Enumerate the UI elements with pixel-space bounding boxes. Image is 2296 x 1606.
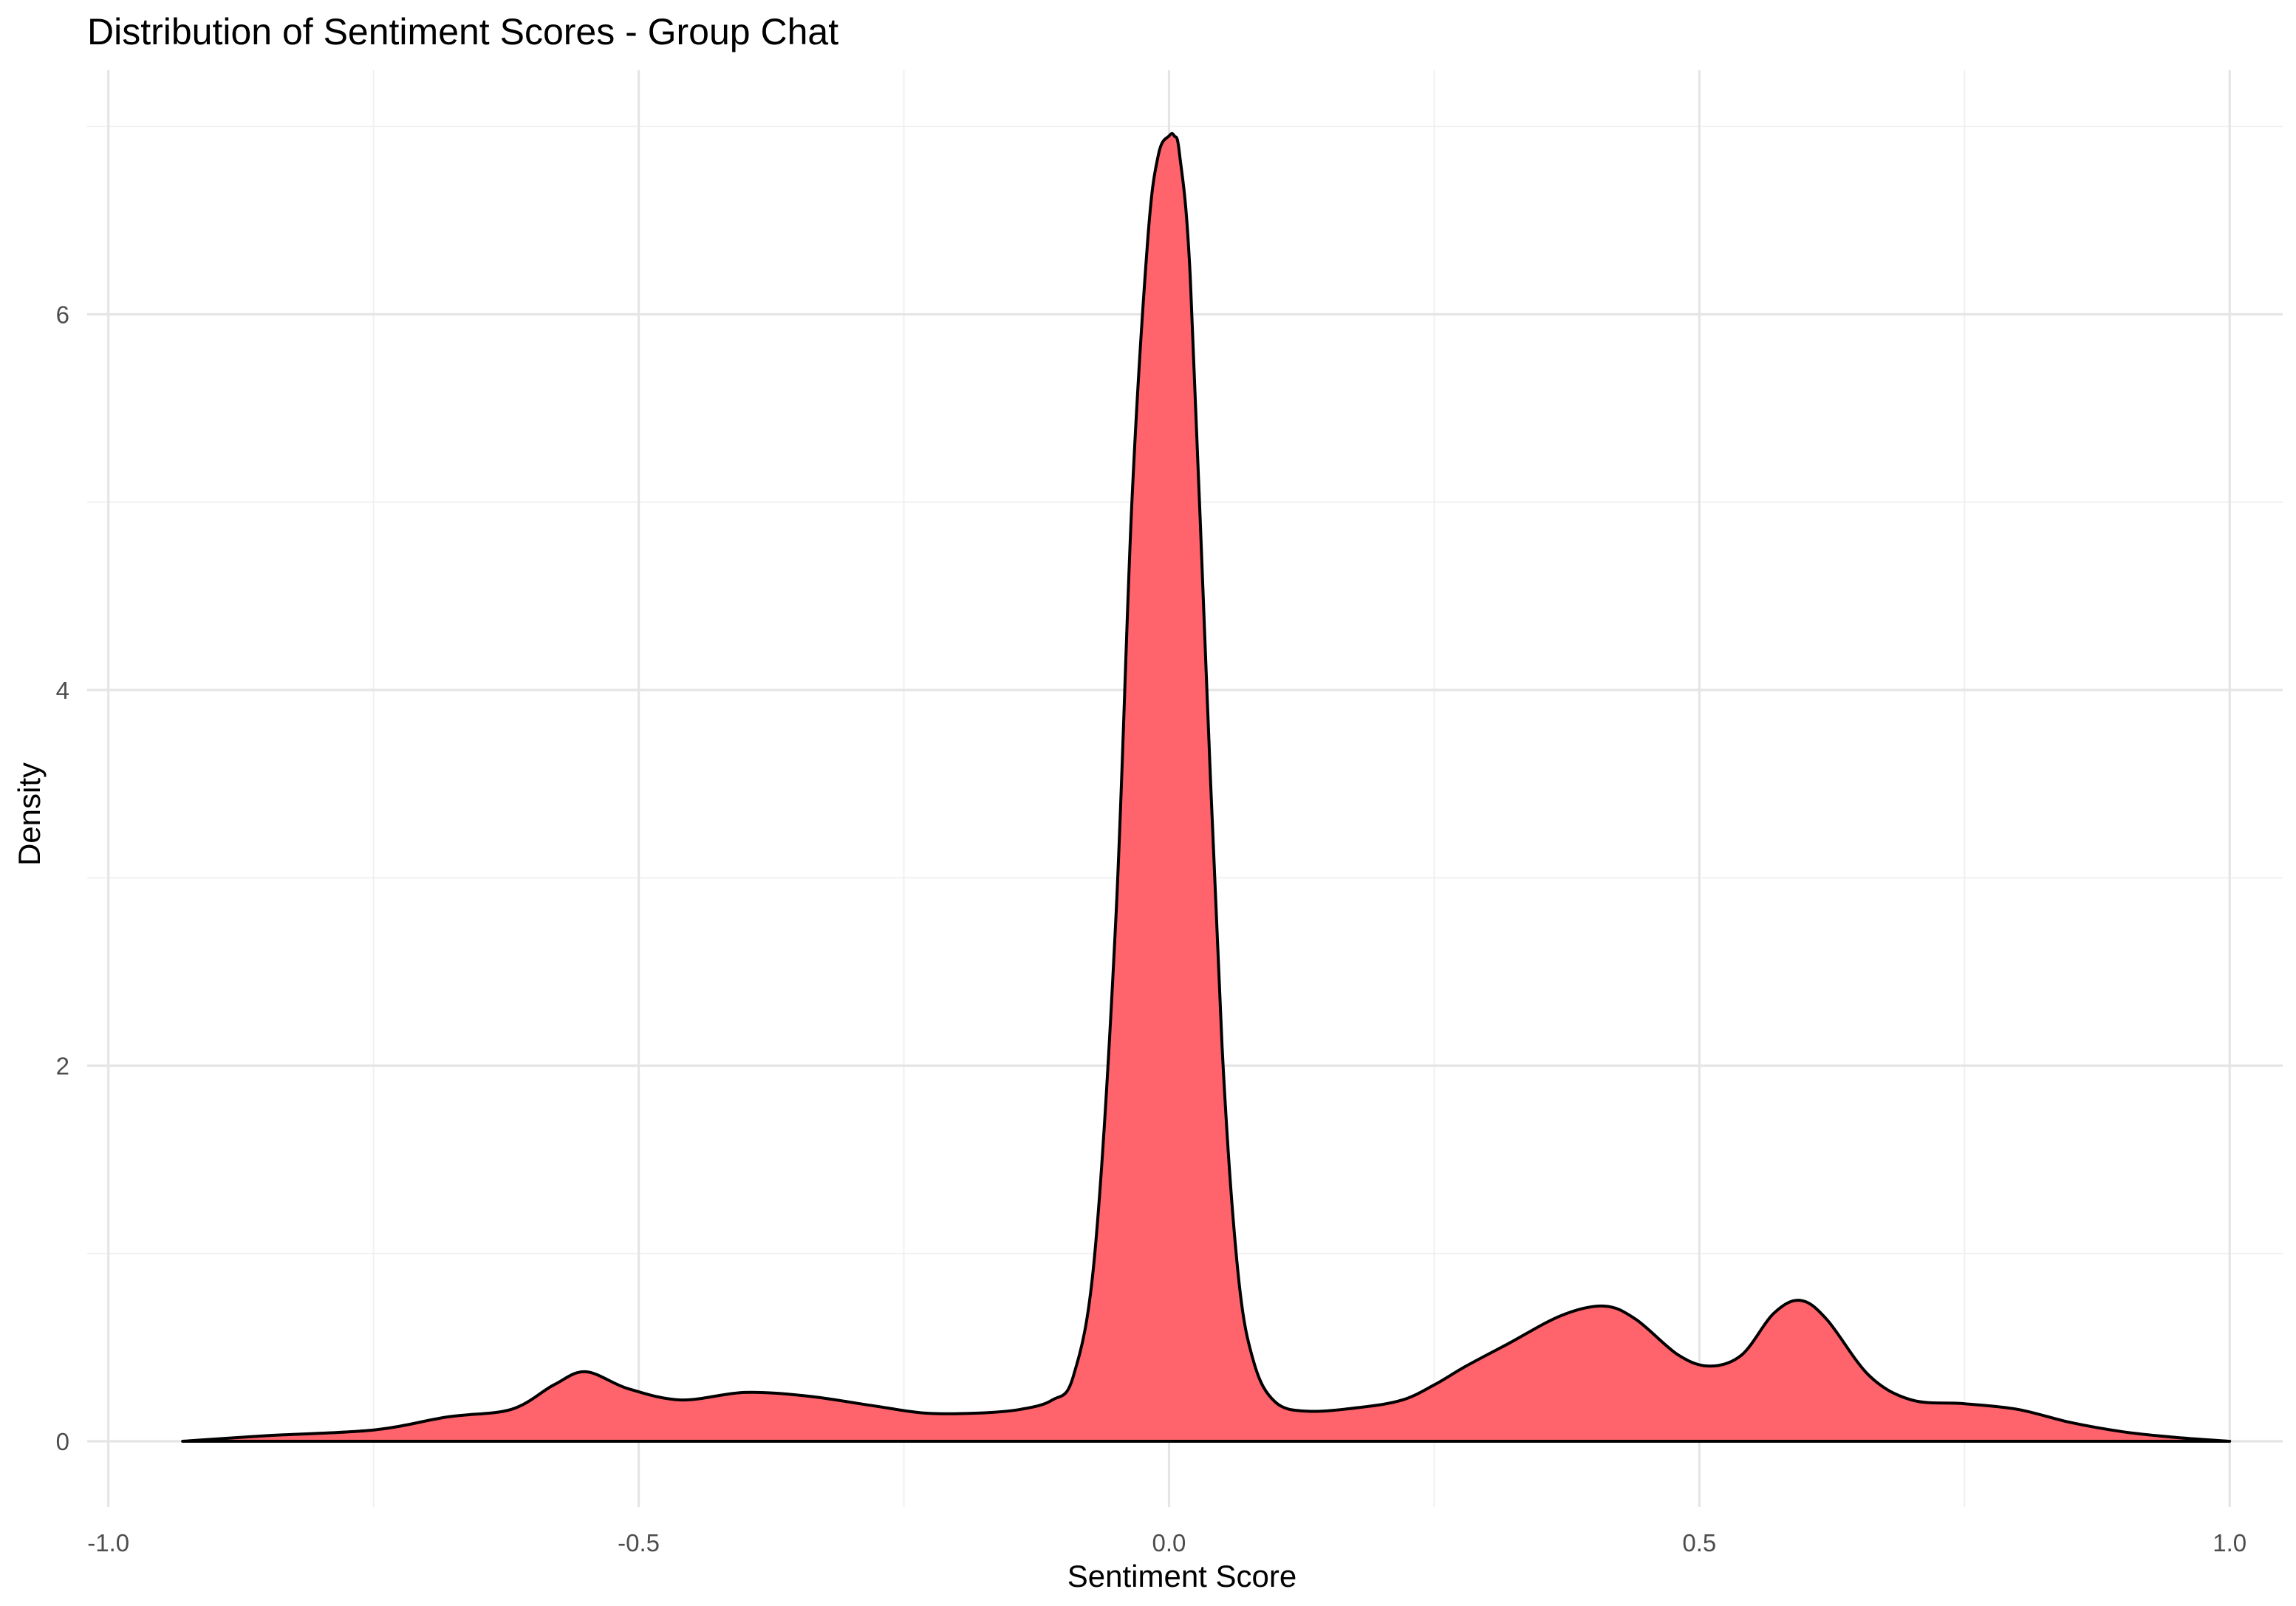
x-axis-title: Sentiment Score [1067,1559,1297,1593]
y-tick-label: 0 [56,1428,69,1455]
density-outline [181,131,2232,1443]
x-tick-label: 1.0 [2213,1529,2247,1557]
y-tick-label: 6 [56,301,69,329]
x-axis-tick-labels: -1.0 -0.5 0.0 0.5 1.0 [87,1529,2247,1557]
density-layer [181,131,2232,1443]
density-area [182,133,2230,1441]
x-tick-label: 0.5 [1682,1529,1716,1557]
x-tick-label: -1.0 [87,1529,129,1557]
y-tick-label: 4 [56,677,69,704]
chart-title: Distribution of Sentiment Scores - Group… [87,11,838,52]
y-tick-label: 2 [56,1053,69,1080]
y-axis-title: Density [12,762,47,866]
x-tick-label: -0.5 [618,1529,660,1557]
x-tick-label: 0.0 [1152,1529,1186,1557]
y-axis-tick-labels: 0 2 4 6 [56,301,69,1455]
